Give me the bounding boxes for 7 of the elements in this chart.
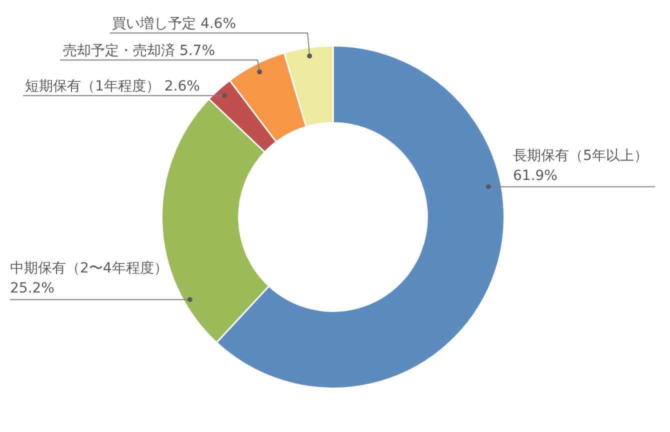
slice-label: 短期保有（1年程度） 2.6% xyxy=(25,78,200,95)
slice-label: 買い増し予定 4.6% xyxy=(112,15,236,32)
data-label: 61.9% xyxy=(513,168,558,184)
slice-label: 売却予定・売却済 5.7% xyxy=(63,43,216,59)
data-label: 25.2% xyxy=(10,280,54,297)
slice-label: 長期保有（5年以上） xyxy=(513,148,648,164)
slice-label: 中期保有（2〜4年程度） xyxy=(10,260,168,277)
